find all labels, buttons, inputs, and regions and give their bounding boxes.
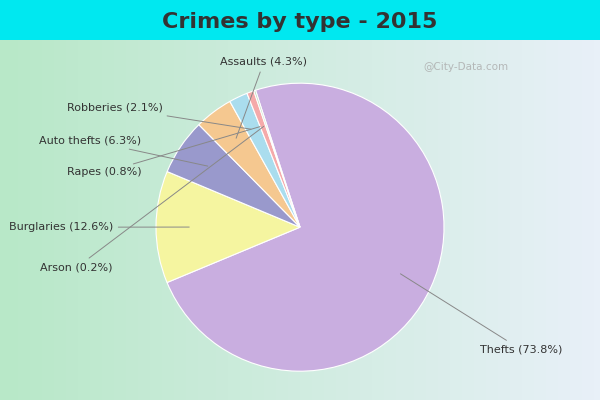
Text: Auto thefts (6.3%): Auto thefts (6.3%) [40, 136, 208, 166]
Text: @City-Data.com: @City-Data.com [424, 62, 509, 72]
Wedge shape [167, 83, 444, 371]
Text: Assaults (4.3%): Assaults (4.3%) [220, 57, 307, 138]
Wedge shape [254, 90, 300, 227]
Wedge shape [167, 125, 300, 227]
Text: Rapes (0.8%): Rapes (0.8%) [67, 127, 260, 178]
Text: Robberies (2.1%): Robberies (2.1%) [67, 103, 251, 129]
Wedge shape [199, 102, 300, 227]
Text: Thefts (73.8%): Thefts (73.8%) [400, 274, 562, 355]
Wedge shape [247, 91, 300, 227]
Text: Burglaries (12.6%): Burglaries (12.6%) [8, 222, 189, 232]
Text: Crimes by type - 2015: Crimes by type - 2015 [163, 12, 437, 32]
Text: Arson (0.2%): Arson (0.2%) [40, 126, 264, 272]
Wedge shape [230, 93, 300, 227]
Wedge shape [156, 172, 300, 282]
